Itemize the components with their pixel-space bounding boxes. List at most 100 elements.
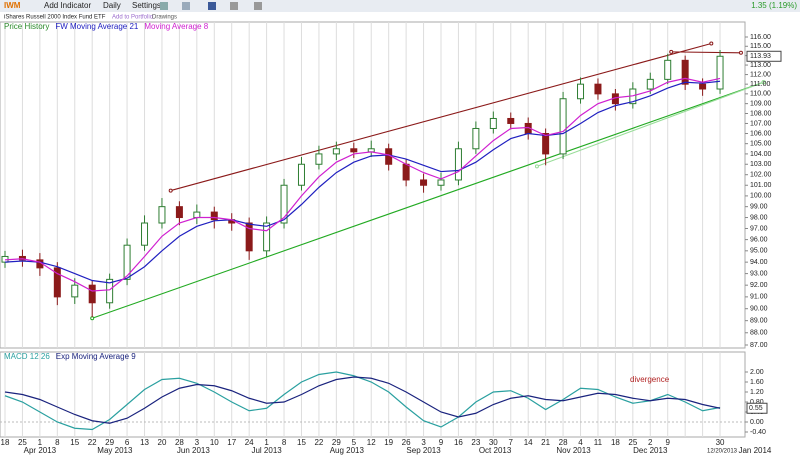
candle-body	[507, 117, 515, 124]
icon[interactable]	[182, 2, 190, 10]
candle-body	[193, 211, 201, 219]
series-line	[4, 376, 721, 424]
x-tick-label: 3	[421, 438, 426, 447]
legend-entry: MACD 12 26	[4, 352, 50, 361]
candle-body	[106, 278, 114, 304]
y-tick-label: 110.00	[750, 91, 771, 98]
trendline-handle	[534, 164, 539, 169]
trendline	[671, 51, 741, 54]
x-tick-label: 25	[18, 438, 27, 447]
trendline-handle	[738, 50, 743, 55]
add-portfolio[interactable]: Add to Portfolio	[112, 15, 154, 21]
trendline	[92, 81, 764, 319]
interval[interactable]: Daily	[103, 1, 121, 10]
toolbar	[0, 0, 800, 12]
y-tick-label: 100.00	[750, 193, 772, 200]
legend-entry: Exp Moving Average 9	[56, 352, 136, 361]
y-tick-label: 92.00	[750, 282, 768, 289]
x-tick-label: 30	[489, 438, 498, 447]
y-tick-label: 109.00	[750, 100, 772, 107]
candle-body	[681, 59, 689, 85]
drawings[interactable]: Drawings	[152, 15, 177, 21]
y-tick-label: 93.00	[750, 270, 768, 277]
candle-body	[420, 179, 428, 186]
candle-body	[594, 83, 602, 95]
month-label: Jan 2014	[738, 446, 771, 455]
x-tick-label: 29	[332, 438, 341, 447]
settings[interactable]: Settings	[132, 1, 161, 10]
candle-body	[577, 83, 585, 100]
series-line	[4, 77, 721, 292]
icon[interactable]	[230, 2, 238, 10]
x-tick-label: 4	[578, 438, 583, 447]
icon[interactable]	[160, 2, 168, 10]
y-tick-label: 103.00	[750, 161, 772, 168]
candle-body	[664, 59, 672, 80]
candle-body	[437, 179, 445, 186]
x-tick-label: 14	[524, 438, 533, 447]
y-tick-label: 107.00	[750, 120, 772, 127]
x-tick-label: 2	[648, 438, 653, 447]
month-label: Aug 2013	[330, 446, 365, 455]
x-tick-label: 16	[454, 438, 463, 447]
y-tick-label: 98.00	[750, 214, 768, 221]
add-indicator[interactable]: Add Indicator	[44, 1, 91, 10]
x-tick-label: 8	[55, 438, 60, 447]
x-tick-label: 17	[227, 438, 236, 447]
y-tick-label: 105.00	[750, 141, 772, 148]
icon[interactable]	[208, 2, 216, 10]
y-tick-label: 90.00	[750, 306, 768, 313]
y-tick-label: 111.00	[750, 81, 770, 88]
legend-title: Price History	[4, 22, 49, 31]
x-tick-label: 10	[210, 438, 219, 447]
series-line	[4, 371, 721, 431]
candle-body	[699, 83, 707, 90]
series-line	[4, 80, 721, 284]
symbol[interactable]: IWM	[4, 1, 21, 10]
x-tick-label: 3	[195, 438, 200, 447]
x-tick-label: 28	[559, 438, 568, 447]
candle-body	[315, 153, 323, 165]
candle-body	[297, 163, 305, 186]
x-tick-label: 29	[105, 438, 114, 447]
trendline	[536, 81, 764, 167]
price-tag	[746, 50, 782, 62]
month-label: Sep 2013	[406, 446, 441, 455]
candle-body	[542, 133, 550, 155]
x-tick-label: 15	[70, 438, 79, 447]
trendline-handle	[709, 41, 714, 46]
candle-body	[141, 222, 149, 246]
y-tick-label: 115.00	[750, 43, 771, 50]
x-tick-label: 13	[140, 438, 149, 447]
x-tick-label: 20	[158, 438, 167, 447]
y-tick-label: 104.00	[750, 151, 772, 158]
legend-entry: FW Moving Average 21	[55, 22, 139, 31]
legend-entry: Moving Average 8	[144, 22, 208, 31]
y-tick-label: 88.00	[750, 330, 768, 337]
y-tick-label: 1.20	[750, 389, 764, 396]
y-tick-label: 0.00	[750, 419, 764, 426]
candle-body	[332, 148, 340, 155]
x-tick-label: 23	[471, 438, 480, 447]
icon[interactable]	[254, 2, 262, 10]
change: 1.35 (1.19%)	[751, 1, 797, 10]
month-label: May 2013	[97, 446, 133, 455]
candle-body	[454, 148, 462, 181]
annotation: divergence	[630, 375, 670, 384]
candle-body	[280, 184, 288, 224]
instrument-name: iShares Russell 2000 Index Fund ETF	[4, 15, 106, 21]
month-label: Nov 2013	[556, 446, 591, 455]
x-tick-label: 12	[367, 438, 376, 447]
x-tick-label: 1	[38, 438, 43, 447]
x-tick-label: 9	[439, 438, 444, 447]
trendline-handle	[90, 316, 95, 321]
value-tag	[746, 402, 768, 414]
x-tick-label: 5	[352, 438, 357, 447]
candle-body	[646, 78, 654, 90]
trendline	[170, 42, 712, 192]
y-tick-label: 95.00	[750, 248, 768, 255]
x-tick-label: 21	[541, 438, 550, 447]
y-tick-label: 2.00	[750, 369, 764, 376]
